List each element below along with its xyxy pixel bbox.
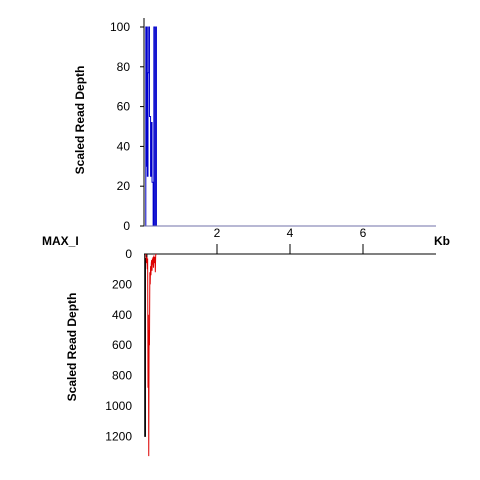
top-y-tick-label: 60 xyxy=(117,100,131,114)
bottom-series-line-0 xyxy=(144,253,436,437)
shared-x-axis: 2 4 6 MAX_I Kb xyxy=(42,225,450,255)
x-unit-label: Kb xyxy=(434,234,450,248)
top-y-tick-label: 20 xyxy=(117,179,131,193)
bottom-series-group xyxy=(144,253,436,457)
top-series-group xyxy=(144,26,436,227)
top-y-tick-label: 40 xyxy=(117,139,131,153)
bottom-y-tick-label: 600 xyxy=(112,338,132,352)
top-y-tick-label: 0 xyxy=(123,219,130,233)
x-tick-label: 6 xyxy=(360,226,367,240)
top-series-line-0 xyxy=(144,26,436,227)
bottom-y-axis-title: Scaled Read Depth xyxy=(65,293,79,402)
bottom-series-line-1 xyxy=(145,253,157,457)
top-panel: Scaled Read Depth 0 20 40 60 80 100 xyxy=(73,18,436,233)
bottom-y-tick-label: 400 xyxy=(112,308,132,322)
bottom-y-ticks: 0 200 400 600 800 1000 1200 xyxy=(105,247,132,443)
bottom-y-tick-label: 200 xyxy=(112,277,132,291)
top-y-ticks: 0 20 40 60 80 100 xyxy=(110,20,144,233)
x-tick-label: 2 xyxy=(214,226,221,240)
top-y-tick-label: 100 xyxy=(110,20,130,34)
x-tick-label: 4 xyxy=(287,226,294,240)
sample-label: MAX_I xyxy=(42,234,79,248)
top-y-axis-title: Scaled Read Depth xyxy=(73,66,87,175)
x-ticks: 2 4 6 xyxy=(214,226,367,254)
top-y-tick-label: 80 xyxy=(117,60,131,74)
bottom-y-tick-label: 1000 xyxy=(105,399,132,413)
bottom-y-tick-label: 0 xyxy=(125,247,132,261)
bottom-y-tick-label: 800 xyxy=(112,369,132,383)
bottom-y-tick-label: 1200 xyxy=(105,429,132,443)
bottom-panel: Scaled Read Depth 0 200 400 600 800 1000 1200 xyxy=(65,247,436,457)
